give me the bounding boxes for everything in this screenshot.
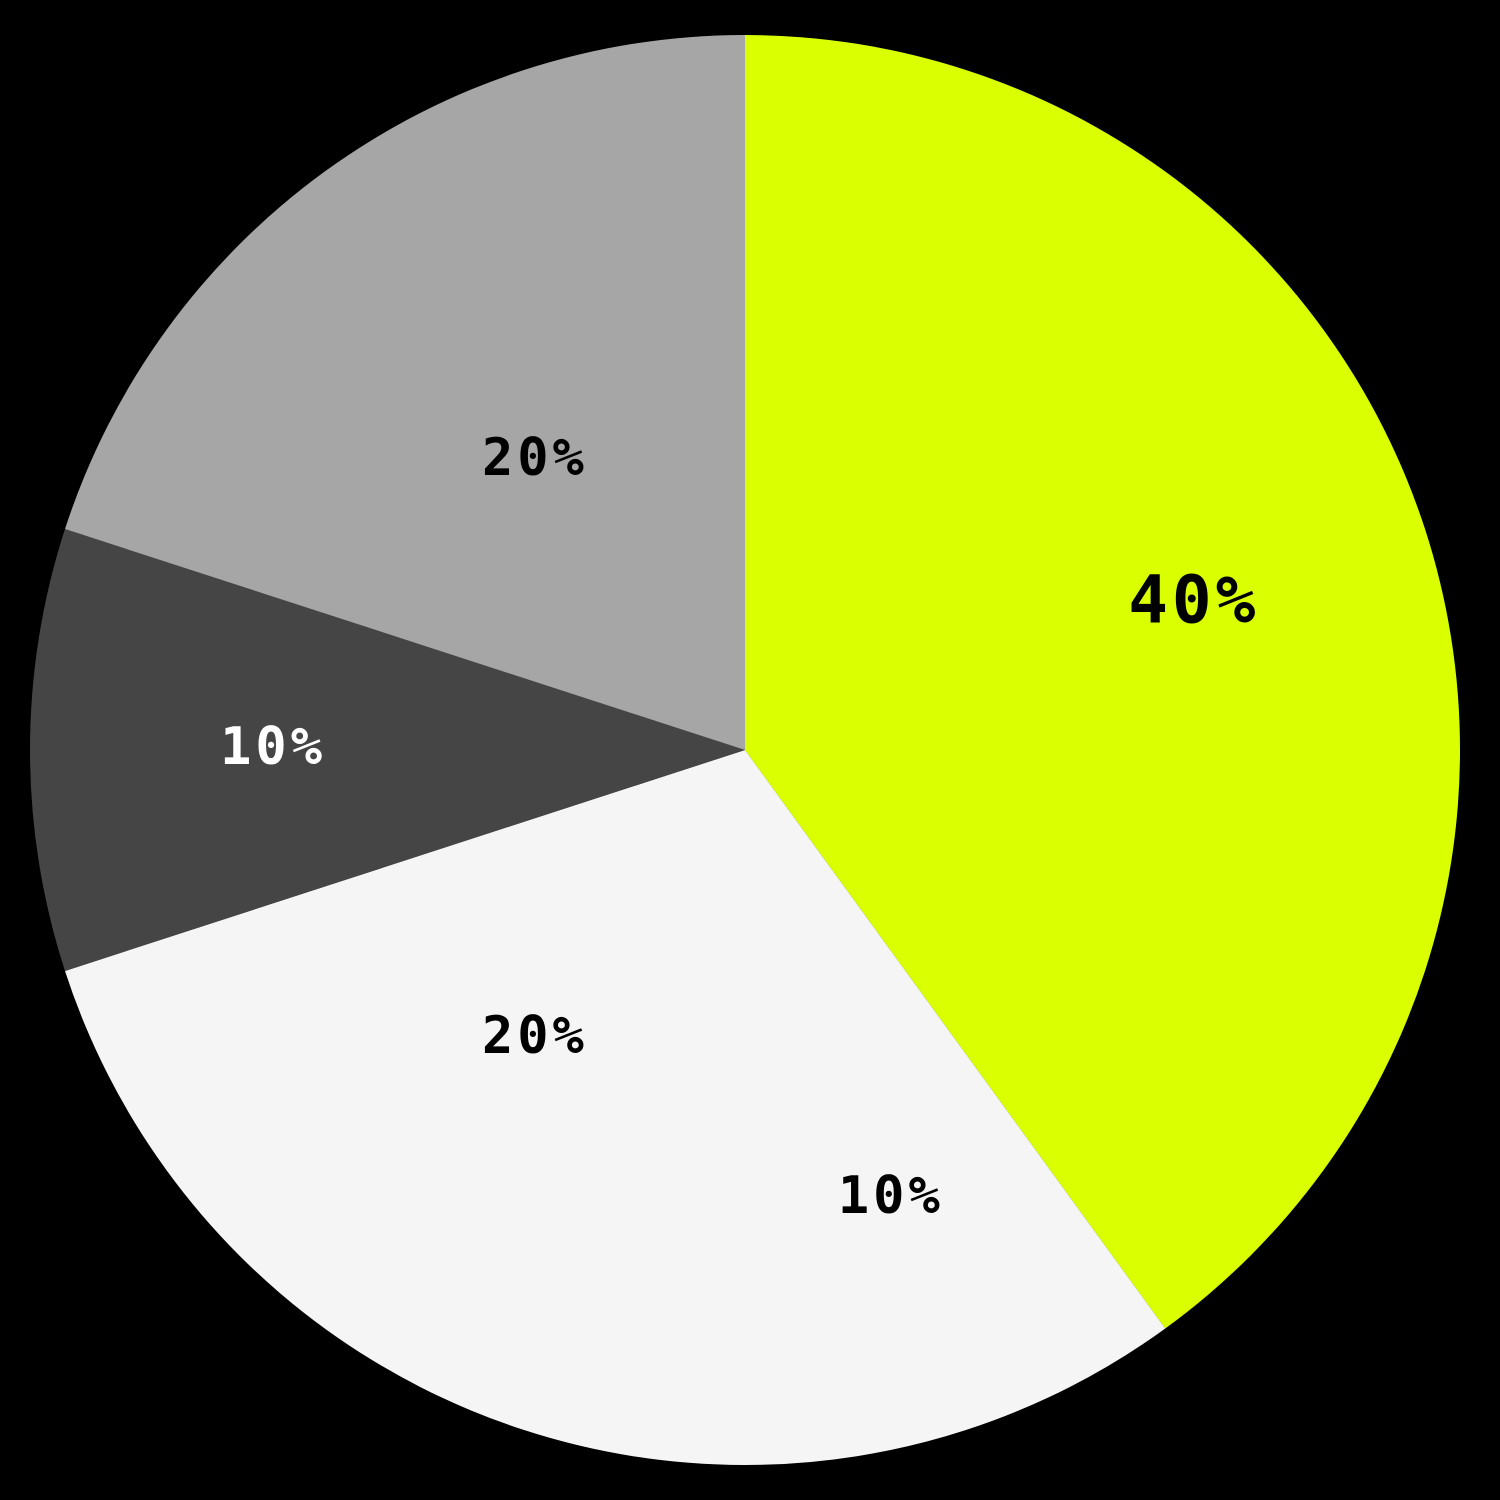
pie-slice-3: [64, 750, 746, 1465]
pie-slice-label-2: 10%: [838, 1166, 944, 1226]
pie-slice-1: [745, 35, 1461, 1329]
pie-slices: [29, 35, 1461, 1465]
pie-slice-label-1: 40%: [1128, 561, 1259, 638]
pie-slice-label-4: 10%: [220, 717, 326, 777]
pie-slice-5: [64, 35, 746, 750]
pie-slice-4: [29, 529, 745, 971]
pie-slice-label-5: 20%: [482, 428, 588, 488]
pie-labels: 40% 10% 20% 10% 20%: [220, 428, 1259, 1226]
pie-slice-label-3: 20%: [482, 1006, 588, 1066]
pie-slice-2: [745, 750, 1166, 1465]
